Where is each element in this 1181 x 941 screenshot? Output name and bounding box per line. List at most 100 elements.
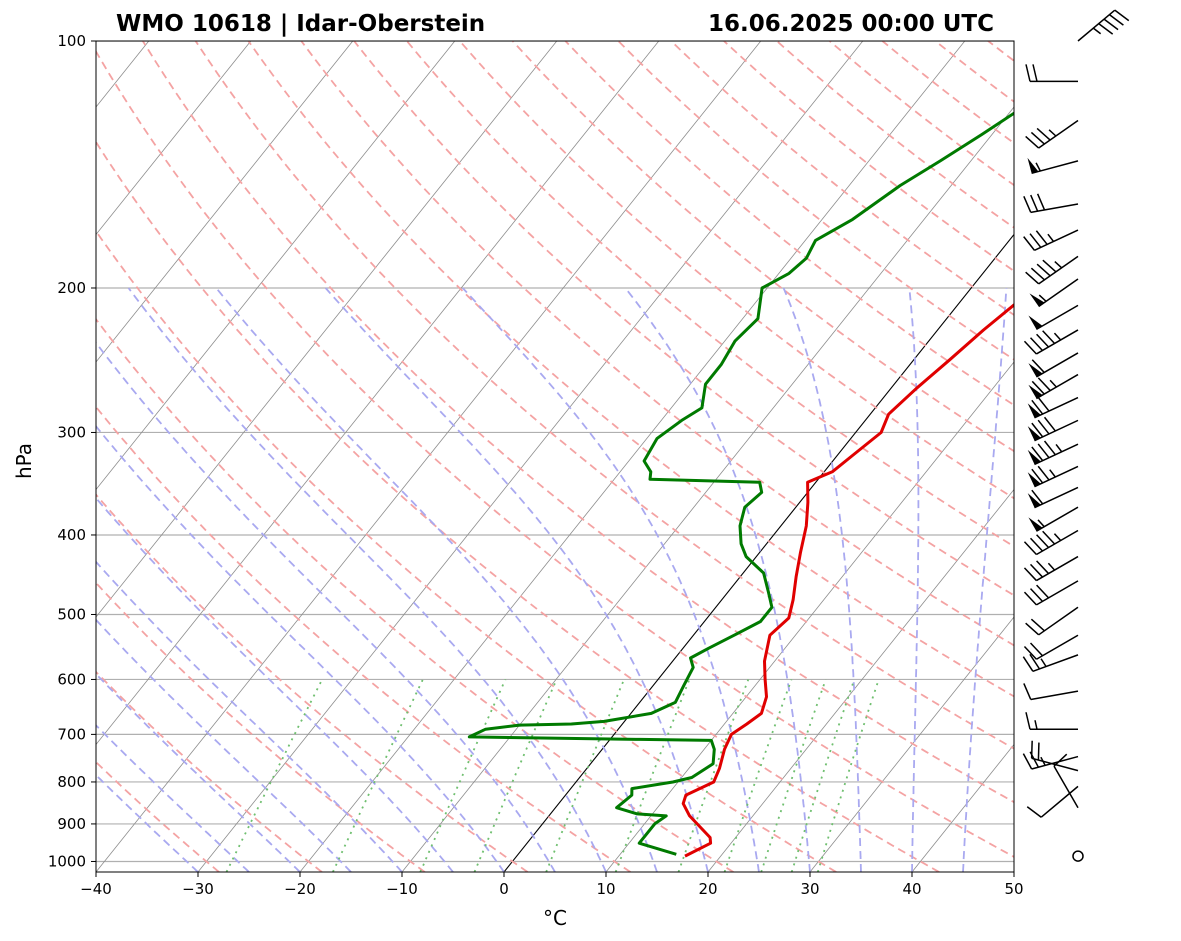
- dry-adiabat: [670, 41, 1014, 317]
- wind-barb-flag: [1031, 422, 1044, 438]
- wind-barb-staff: [1038, 255, 1079, 285]
- dry-adiabat: [987, 41, 1014, 62]
- wind-barb-flag: [1036, 534, 1050, 549]
- wind-barb-flag: [1031, 380, 1045, 395]
- wind-barb-flag: [1042, 530, 1056, 545]
- wind-barb-flag: [1037, 377, 1051, 392]
- wind-barb-flag: [1029, 588, 1044, 602]
- x-tick-label: −40: [80, 880, 112, 898]
- wind-barb-flag: [1023, 195, 1032, 213]
- moist-adiabat: [96, 496, 454, 872]
- wind-barb: [1025, 119, 1079, 149]
- dry-adiabat: [96, 229, 837, 872]
- y-axis-label: hPa: [12, 443, 36, 479]
- wind-barb-half-flag: [1037, 519, 1045, 528]
- wind-barb-pennant: [1027, 449, 1041, 465]
- isotherm-line: [809, 616, 1014, 872]
- wind-barb-half-flag: [1053, 332, 1062, 341]
- mixing-ratio-line: [816, 679, 880, 872]
- x-tick-label: 10: [596, 880, 615, 898]
- wind-barb-pennant: [1028, 315, 1043, 330]
- x-tick-label: 20: [698, 880, 717, 898]
- dry-adiabat: [247, 41, 1014, 698]
- moist-adiabat: [624, 287, 811, 872]
- dry-adiabat: [142, 41, 1014, 804]
- mixing-ratio-line: [332, 679, 424, 872]
- wind-barb-staff: [1036, 506, 1079, 532]
- moist-adiabat: [215, 287, 658, 872]
- wind-barb: [1028, 352, 1079, 378]
- wind-barb: [1077, 9, 1130, 42]
- wind-barb-half-flag: [1054, 261, 1063, 269]
- dry-adiabat: [459, 41, 1014, 500]
- wind-barb-flag: [1023, 236, 1036, 251]
- wind-barb-flag: [1025, 712, 1031, 730]
- wind-barb-flag: [1036, 560, 1050, 575]
- x-tick-label: 50: [1004, 880, 1023, 898]
- y-axis: 100 200 300 400 500 600 700 800 900 1000: [48, 32, 96, 870]
- y-tick-label: 500: [57, 605, 86, 623]
- wind-barb-flag: [1031, 468, 1044, 484]
- wind-barb-flag: [1029, 233, 1042, 248]
- temperature-profile: [681, 303, 1014, 858]
- isotherm-line: [96, 41, 762, 872]
- wind-barb-staff: [1030, 690, 1079, 701]
- wind-barb: [1028, 304, 1079, 331]
- wind-barb-half-flag: [1048, 129, 1057, 137]
- moist-adiabat: [782, 287, 862, 872]
- isotherm-line: [96, 41, 558, 618]
- wind-barb-flag: [1026, 806, 1042, 818]
- wind-barb-pennant: [1028, 363, 1043, 377]
- wind-barb: [1027, 396, 1079, 419]
- wind-barb-half-flag: [1047, 562, 1056, 571]
- wind-barb-flag: [1029, 337, 1044, 351]
- wind-barbs: [1022, 9, 1130, 862]
- wind-barb-flag: [1030, 267, 1045, 281]
- wind-barb-staff: [1034, 443, 1079, 466]
- wind-barb-staff: [1077, 9, 1116, 42]
- y-tick-label: 300: [57, 423, 86, 441]
- calm-wind-circle: [1072, 850, 1084, 862]
- moist-adiabat: [96, 773, 199, 872]
- wind-barb: [1053, 753, 1079, 809]
- wind-barb: [1025, 606, 1079, 636]
- wind-barb-staff: [1036, 580, 1079, 606]
- wind-barb: [1029, 278, 1079, 308]
- isotherm-line: [503, 233, 1014, 872]
- wind-barb-staff: [1036, 352, 1079, 378]
- x-tick-label: 40: [902, 880, 921, 898]
- mixing-ratio-line: [473, 679, 558, 872]
- dry-adiabat: [96, 317, 734, 872]
- title-left: WMO 10618 | Idar-Oberstein: [116, 11, 485, 37]
- wind-barb-staff: [1034, 486, 1079, 509]
- wind-barb: [1025, 255, 1079, 285]
- wind-barb-staff: [1034, 465, 1079, 488]
- wind-barb-flag: [1036, 127, 1051, 141]
- wind-barb-flag: [1023, 567, 1037, 582]
- wind-barb-flag: [1029, 563, 1044, 578]
- wind-barb-pennant: [1028, 517, 1043, 532]
- wind-barb-flag: [1023, 541, 1037, 556]
- wind-barb: [1022, 653, 1079, 672]
- moist-adiabat: [96, 424, 505, 872]
- moist-adiabat: [96, 618, 352, 872]
- x-tick-label: 30: [800, 880, 819, 898]
- wind-barb: [1023, 329, 1079, 355]
- mixing-ratio-line: [614, 679, 691, 872]
- mixing-ratio-line: [760, 679, 827, 872]
- dewpoint-profile: [467, 111, 1014, 856]
- isotherm-line: [197, 41, 864, 872]
- wind-barb-flag: [1035, 230, 1048, 245]
- isotherm-line: [605, 361, 1014, 872]
- wind-barb-flag: [1108, 14, 1124, 26]
- plot-area: [95, 40, 1015, 873]
- y-tick-label: 1000: [48, 852, 86, 870]
- wind-barb-pennant: [1029, 293, 1045, 307]
- moist-adiabat: [96, 724, 250, 872]
- wind-barb-flag: [1036, 263, 1051, 277]
- dry-adiabat: [96, 140, 940, 872]
- moist-adiabat: [96, 341, 556, 872]
- wind-barb-flag: [1029, 537, 1044, 552]
- wind-barb: [1027, 465, 1079, 488]
- wind-barb: [1023, 580, 1079, 606]
